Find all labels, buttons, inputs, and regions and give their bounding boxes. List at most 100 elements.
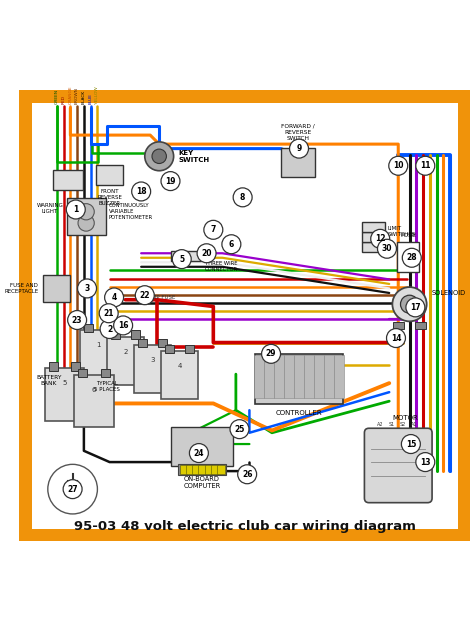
Text: YELLOW: YELLOW (95, 86, 100, 103)
Text: 13: 13 (420, 457, 430, 466)
Text: TYPICAL
5 PLACES: TYPICAL 5 PLACES (94, 381, 120, 392)
Text: 14: 14 (391, 334, 401, 343)
FancyBboxPatch shape (158, 338, 167, 346)
Text: AMP FUSE: AMP FUSE (148, 295, 175, 300)
Text: KEY
SWITCH: KEY SWITCH (178, 150, 210, 163)
FancyBboxPatch shape (172, 427, 233, 466)
FancyBboxPatch shape (255, 355, 264, 398)
Text: A1: A1 (411, 422, 417, 427)
FancyBboxPatch shape (96, 165, 123, 185)
Text: BROWN: BROWN (75, 86, 79, 103)
Text: 9: 9 (296, 144, 301, 153)
FancyBboxPatch shape (71, 362, 80, 370)
Text: 10: 10 (393, 162, 403, 170)
Circle shape (392, 287, 427, 321)
Text: 25: 25 (234, 425, 245, 433)
Circle shape (145, 142, 173, 171)
Circle shape (190, 444, 209, 463)
FancyBboxPatch shape (19, 90, 470, 541)
Circle shape (152, 149, 166, 163)
Text: 7: 7 (210, 225, 216, 234)
Text: 4: 4 (177, 363, 182, 369)
FancyBboxPatch shape (294, 355, 304, 398)
Text: 15: 15 (406, 440, 416, 449)
Circle shape (416, 156, 435, 175)
Circle shape (401, 435, 420, 454)
FancyBboxPatch shape (165, 345, 174, 353)
FancyBboxPatch shape (74, 375, 114, 427)
FancyBboxPatch shape (218, 465, 225, 475)
Circle shape (132, 182, 151, 201)
Text: 21: 21 (103, 309, 114, 318)
FancyBboxPatch shape (199, 465, 206, 475)
Circle shape (401, 295, 419, 313)
Text: 3: 3 (84, 284, 90, 293)
Text: 20: 20 (201, 249, 212, 257)
Text: 11: 11 (420, 162, 430, 170)
Text: 24: 24 (194, 449, 204, 457)
FancyBboxPatch shape (131, 331, 140, 338)
FancyBboxPatch shape (84, 324, 93, 332)
FancyBboxPatch shape (324, 355, 334, 398)
Circle shape (66, 200, 85, 219)
FancyBboxPatch shape (53, 170, 83, 190)
Text: 28: 28 (407, 253, 417, 262)
Text: LIMIT
SWITCHES: LIMIT SWITCHES (388, 226, 416, 237)
Circle shape (386, 329, 405, 348)
Text: MOTOR: MOTOR (392, 415, 418, 422)
Text: 19: 19 (165, 177, 176, 186)
Text: RED: RED (62, 95, 65, 103)
Circle shape (105, 288, 124, 307)
FancyBboxPatch shape (284, 355, 294, 398)
FancyBboxPatch shape (415, 322, 426, 329)
Circle shape (402, 249, 421, 268)
Circle shape (78, 204, 94, 220)
Text: 6: 6 (91, 387, 96, 393)
Circle shape (262, 345, 281, 363)
FancyBboxPatch shape (334, 355, 344, 398)
FancyBboxPatch shape (45, 369, 84, 421)
Text: 2: 2 (123, 348, 128, 355)
FancyBboxPatch shape (49, 362, 58, 370)
Text: 8: 8 (240, 193, 246, 202)
FancyBboxPatch shape (111, 331, 120, 338)
Circle shape (197, 244, 216, 262)
FancyBboxPatch shape (192, 465, 200, 475)
Text: 26: 26 (242, 469, 252, 479)
FancyBboxPatch shape (78, 369, 87, 377)
Text: 12: 12 (375, 234, 385, 244)
FancyBboxPatch shape (314, 355, 324, 398)
FancyBboxPatch shape (362, 222, 385, 232)
Text: A2: A2 (377, 422, 383, 427)
Text: SOLENOID: SOLENOID (432, 290, 466, 296)
Circle shape (377, 239, 396, 258)
Circle shape (63, 480, 82, 498)
FancyBboxPatch shape (172, 251, 201, 261)
Text: BLUE: BLUE (89, 93, 92, 103)
Circle shape (204, 220, 223, 239)
Circle shape (237, 465, 256, 484)
Circle shape (48, 464, 98, 514)
Text: S1: S1 (388, 422, 394, 427)
Text: FORWARD /
REVERSE
SWITCH: FORWARD / REVERSE SWITCH (281, 124, 315, 141)
Text: 16: 16 (118, 321, 128, 330)
Circle shape (230, 420, 249, 439)
FancyBboxPatch shape (161, 351, 198, 399)
Circle shape (371, 229, 390, 249)
FancyBboxPatch shape (255, 353, 343, 404)
Circle shape (161, 172, 180, 191)
Circle shape (135, 286, 154, 305)
FancyBboxPatch shape (100, 369, 109, 377)
Text: FUSE AND
RECEPTACLE: FUSE AND RECEPTACLE (4, 283, 38, 294)
Text: THREE WIRE
CONNECTOR: THREE WIRE CONNECTOR (205, 261, 238, 272)
Text: WARNING
LIGHT: WARNING LIGHT (36, 203, 64, 213)
Text: 3: 3 (150, 357, 155, 363)
FancyBboxPatch shape (185, 345, 194, 353)
FancyBboxPatch shape (281, 148, 315, 177)
FancyBboxPatch shape (180, 465, 187, 475)
Text: BLACK: BLACK (82, 90, 86, 103)
Text: 23: 23 (72, 316, 82, 324)
FancyBboxPatch shape (274, 355, 284, 398)
FancyBboxPatch shape (211, 465, 219, 475)
Text: 4: 4 (111, 293, 117, 302)
